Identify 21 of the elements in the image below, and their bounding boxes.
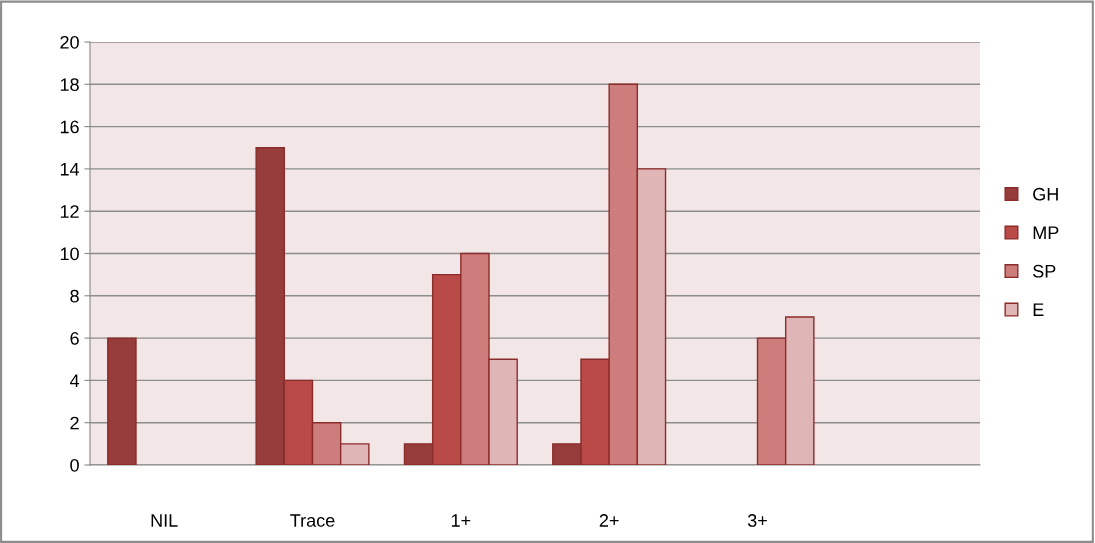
y-tick-label: 18 [60, 78, 79, 92]
x-tick-label: 1+ [451, 514, 471, 527]
legend-label: GH [1033, 187, 1058, 201]
legend-label: MP [1033, 226, 1059, 239]
y-tick-label: 2 [70, 416, 79, 430]
bar [107, 337, 137, 465]
x-tick-label: NIL [151, 514, 178, 527]
x-tick-label: 3+ [747, 514, 767, 527]
legend-label: SP [1033, 264, 1056, 278]
y-tick-label: 12 [60, 205, 79, 218]
legend-label: E [1033, 303, 1044, 316]
y-tick-label: 6 [70, 332, 79, 345]
x-tick-label: Trace [290, 514, 335, 527]
y-tick-label: 16 [60, 120, 79, 134]
x-tick-label: 2+ [599, 514, 619, 527]
y-tick-label: 4 [69, 374, 80, 387]
y-tick-label: 20 [60, 35, 79, 49]
y-tick-label: 8 [70, 289, 79, 303]
y-tick-label: 0 [70, 458, 79, 472]
y-tick-label: 10 [60, 247, 79, 261]
y-tick-label: 14 [60, 163, 80, 176]
